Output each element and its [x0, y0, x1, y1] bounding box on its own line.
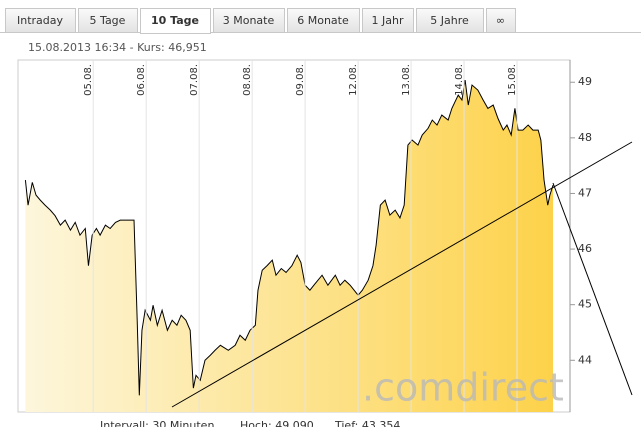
tab[interactable] — [5, 8, 76, 33]
tab[interactable] — [362, 8, 414, 33]
tab[interactable] — [78, 8, 138, 33]
tab-label[interactable]: 1 Jahr — [372, 14, 404, 27]
tab-label[interactable]: 3 Monate — [223, 14, 275, 27]
x-tick-label: 07.08. — [189, 64, 200, 96]
x-tick-label: 15.08. — [507, 64, 518, 96]
y-tick-label: 47 — [578, 186, 592, 199]
area — [25, 80, 554, 413]
tab-label[interactable]: 5 Tage — [90, 14, 126, 27]
tab[interactable] — [140, 8, 211, 34]
tab-label[interactable]: 6 Monate — [297, 14, 349, 27]
footer-text: Intervall: 30 Minuten — [100, 419, 214, 427]
footer-text: Hoch: 49,090 — [240, 419, 314, 427]
chart-title: 15.08.2013 16:34 - Kurs: 46,951 — [28, 41, 207, 54]
tab-label[interactable]: 10 Tage — [151, 14, 199, 27]
price-line — [24, 79, 554, 396]
y-tick-label: 49 — [578, 75, 592, 88]
x-tick-label: 14.08. — [454, 64, 465, 96]
y-tick-label: 48 — [578, 131, 592, 144]
tab-label[interactable]: Intraday — [17, 14, 64, 27]
watermark: .comdirect — [362, 366, 564, 410]
tab[interactable] — [287, 8, 360, 33]
x-tick-label: 12.08. — [348, 64, 359, 96]
tab-label[interactable]: ∞ — [496, 14, 505, 27]
x-tick-label: 13.08. — [401, 64, 412, 96]
x-tick-label: 09.08. — [295, 64, 306, 96]
y-tick-label: 44 — [578, 353, 592, 366]
trend-line — [552, 182, 633, 396]
y-tick-label: 46 — [578, 242, 592, 255]
y-tick-label: 45 — [578, 298, 592, 311]
x-tick-label: 08.08. — [242, 64, 253, 96]
trend-line — [171, 141, 633, 408]
tab-label[interactable]: 5 Jahre — [430, 14, 469, 27]
tab[interactable] — [486, 8, 516, 33]
x-tick-label: 05.08. — [83, 64, 94, 96]
tab[interactable] — [416, 8, 484, 33]
footer-text: Tief: 43,354 — [334, 419, 400, 427]
x-tick-label: 06.08. — [136, 64, 147, 96]
tab[interactable] — [213, 8, 285, 33]
